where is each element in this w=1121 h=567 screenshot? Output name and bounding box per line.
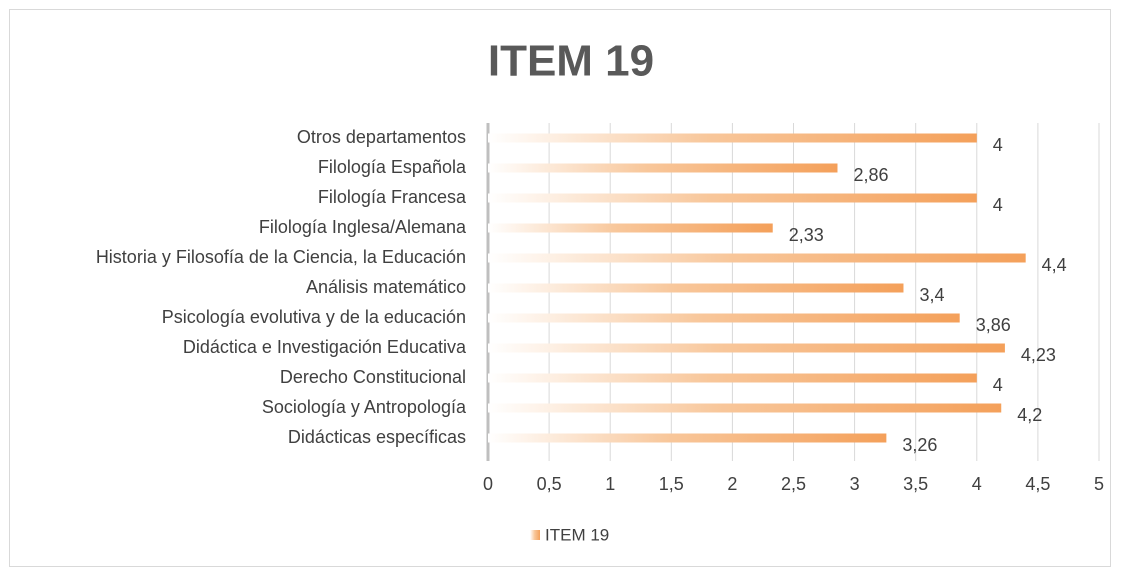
y-tick-label: Filología Francesa bbox=[318, 187, 467, 207]
value-label: 4 bbox=[993, 135, 1003, 155]
x-tick-label: 5 bbox=[1094, 474, 1104, 494]
value-label: 3,26 bbox=[902, 435, 937, 455]
y-tick-label: Didácticas específicas bbox=[288, 427, 466, 447]
value-label: 4 bbox=[993, 375, 1003, 395]
x-tick-label: 3 bbox=[850, 474, 860, 494]
value-label: 3,86 bbox=[976, 315, 1011, 335]
bar bbox=[488, 433, 887, 443]
y-tick-label: Filología Española bbox=[318, 157, 467, 177]
bar bbox=[488, 133, 977, 143]
x-tick-label: 2 bbox=[727, 474, 737, 494]
legend-label: ITEM 19 bbox=[545, 525, 609, 544]
x-tick-label: 3,5 bbox=[903, 474, 928, 494]
bar bbox=[488, 283, 904, 293]
x-tick-label: 2,5 bbox=[781, 474, 806, 494]
bar bbox=[488, 373, 977, 383]
y-tick-label: Filología Inglesa/Alemana bbox=[259, 217, 467, 237]
y-tick-label: Psicología evolutiva y de la educación bbox=[162, 307, 466, 327]
y-tick-label: Didáctica e Investigación Educativa bbox=[183, 337, 467, 357]
y-tick-label: Derecho Constitucional bbox=[280, 367, 466, 387]
x-tick-label: 1 bbox=[605, 474, 615, 494]
bar bbox=[488, 253, 1026, 263]
value-label: 2,33 bbox=[789, 225, 824, 245]
value-label: 4,23 bbox=[1021, 345, 1056, 365]
bar bbox=[488, 223, 773, 233]
x-tick-label: 4 bbox=[972, 474, 982, 494]
y-tick-label: Análisis matemático bbox=[306, 277, 466, 297]
value-label: 3,4 bbox=[919, 285, 944, 305]
x-tick-label: 0,5 bbox=[537, 474, 562, 494]
value-label: 2,86 bbox=[853, 165, 888, 185]
bar bbox=[488, 313, 960, 323]
x-tick-label: 0 bbox=[483, 474, 493, 494]
bar bbox=[488, 403, 1002, 413]
bar bbox=[488, 193, 977, 203]
y-tick-label: Sociología y Antropología bbox=[262, 397, 467, 417]
value-label: 4 bbox=[993, 195, 1003, 215]
chart-title: ITEM 19 bbox=[488, 37, 654, 86]
bar bbox=[488, 343, 1005, 353]
value-label: 4,4 bbox=[1042, 255, 1067, 275]
x-tick-label: 4,5 bbox=[1025, 474, 1050, 494]
legend-swatch bbox=[530, 530, 540, 540]
x-tick-label: 1,5 bbox=[659, 474, 684, 494]
y-tick-label: Historia y Filosofía de la Ciencia, la E… bbox=[96, 247, 466, 267]
y-tick-label: Otros departamentos bbox=[297, 127, 466, 147]
value-label: 4,2 bbox=[1017, 405, 1042, 425]
bar bbox=[488, 163, 838, 173]
